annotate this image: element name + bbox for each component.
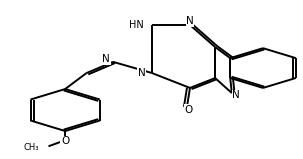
- Text: N: N: [102, 54, 110, 64]
- Text: CH₃: CH₃: [24, 143, 39, 152]
- Text: N: N: [186, 17, 194, 26]
- Text: HN: HN: [129, 20, 144, 30]
- Text: N: N: [232, 90, 240, 100]
- Text: N: N: [138, 68, 146, 78]
- Text: O: O: [61, 136, 69, 146]
- Text: O: O: [184, 105, 193, 115]
